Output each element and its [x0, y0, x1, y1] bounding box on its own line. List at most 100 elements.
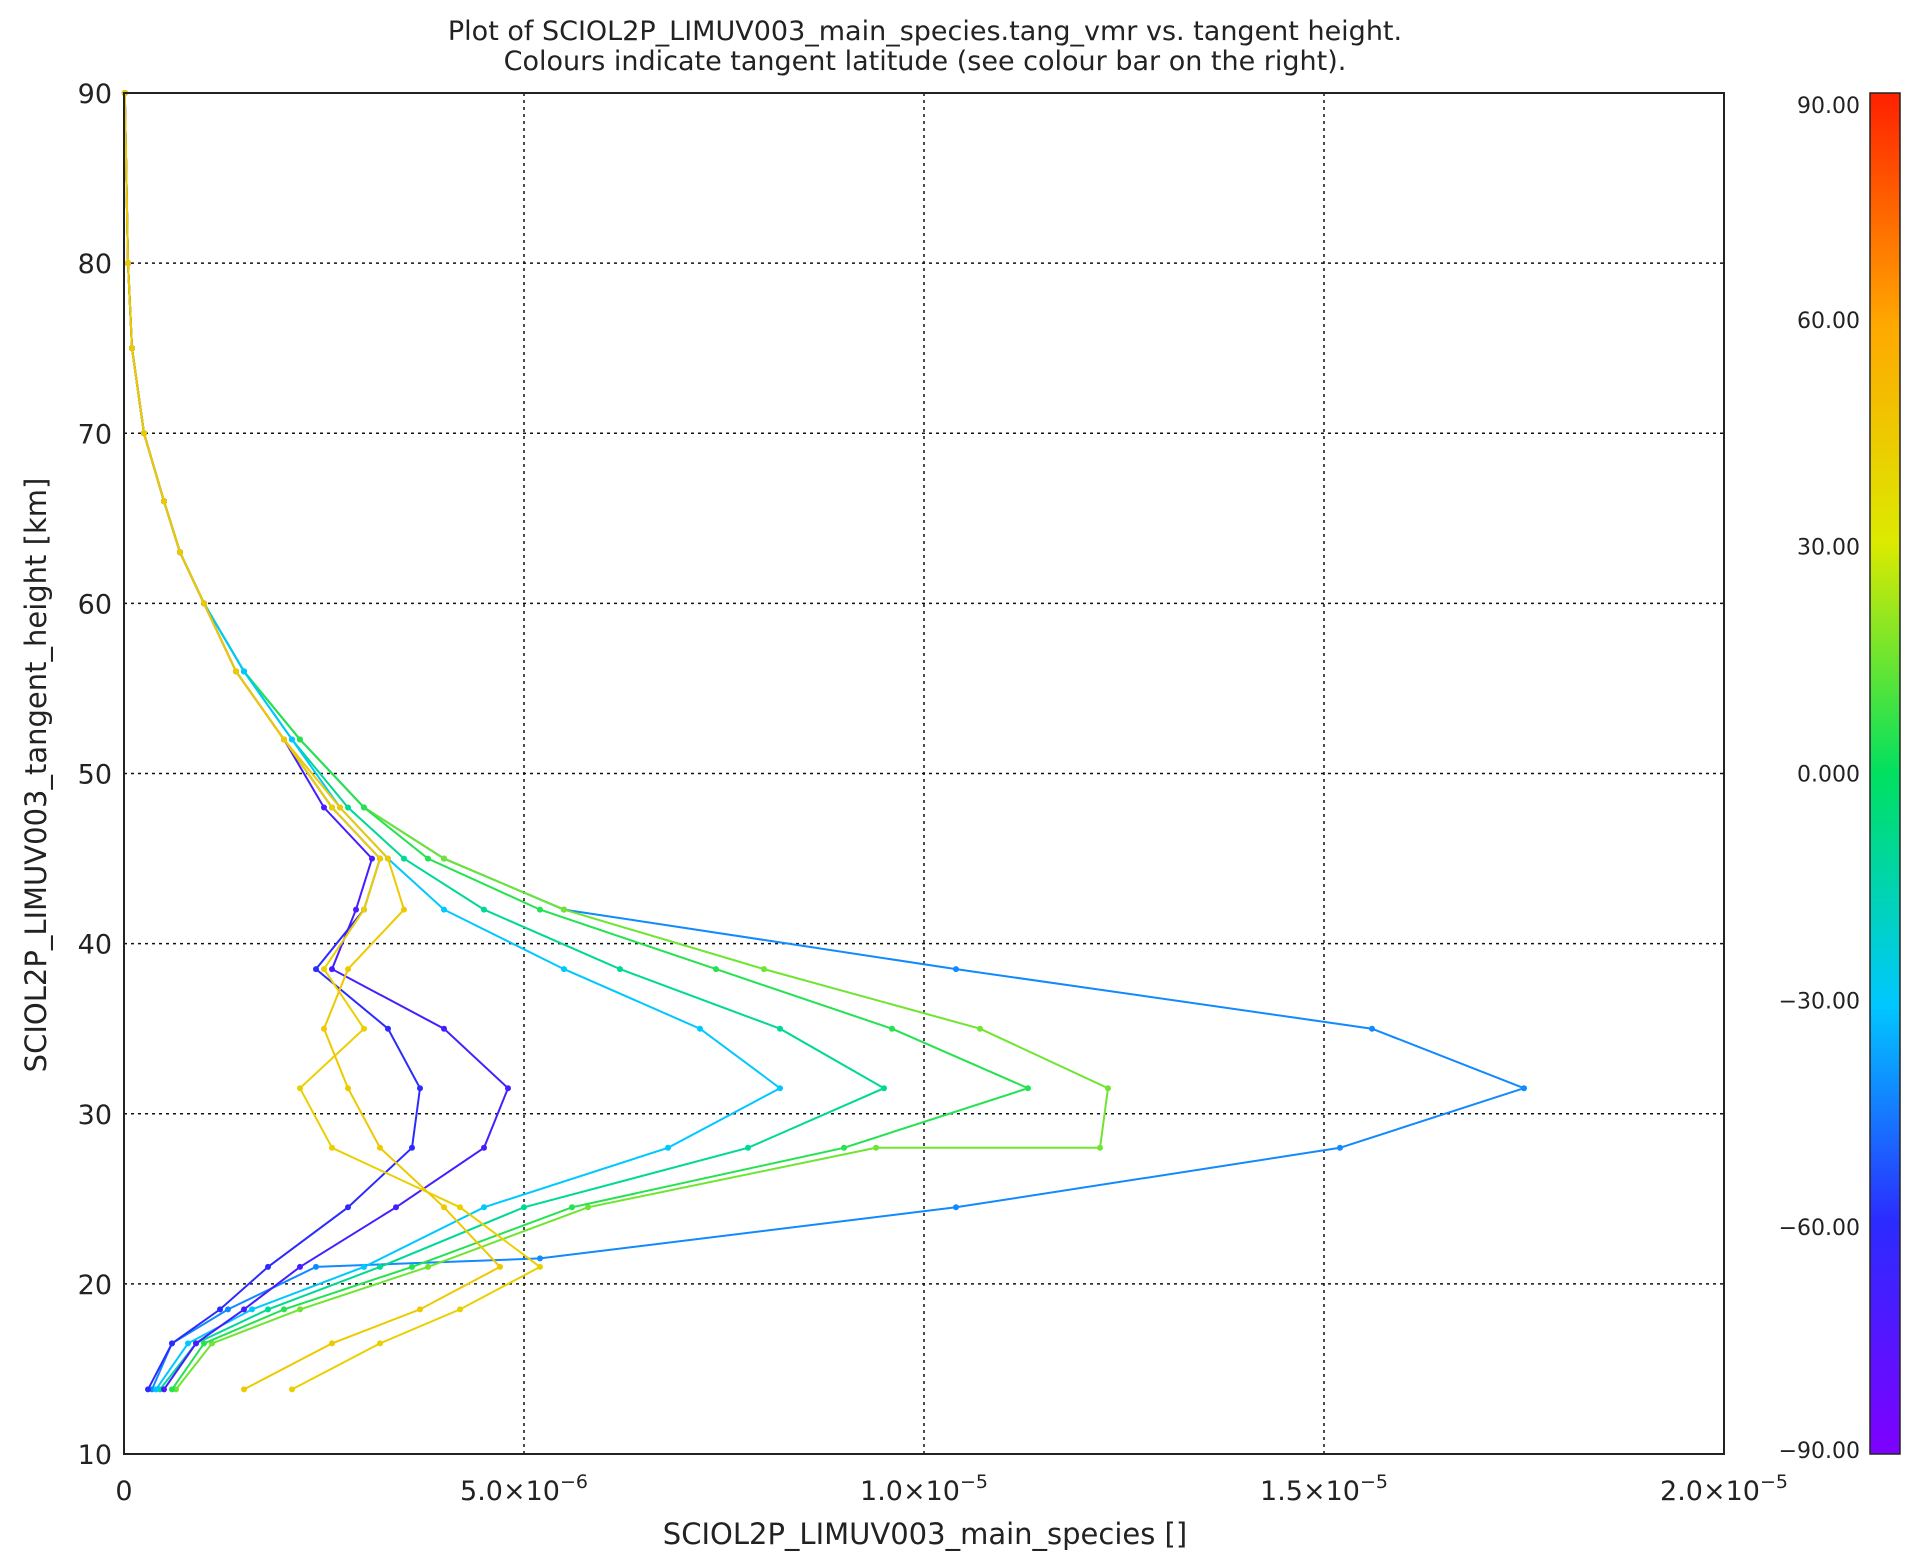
x-tick-label: 1.5×10−5 [1260, 1471, 1388, 1507]
data-point [265, 1263, 271, 1270]
y-tick-label: 20 [78, 1270, 112, 1301]
y-axis-label: SCIOL2P_LIMUV003_tangent_height [km] [19, 478, 53, 1073]
data-point [169, 1386, 175, 1393]
data-point [281, 1306, 287, 1313]
data-point [297, 1263, 303, 1270]
data-point [377, 1263, 383, 1270]
data-point [697, 1025, 703, 1032]
y-tick-label: 90 [78, 79, 112, 110]
colorbar-tick-labels: 90.00 60.00 30.00 0.000 −30.00 −60.00 −90.00 [1779, 94, 1860, 1464]
data-point [361, 906, 367, 913]
series-line [123, 92, 782, 1390]
data-point [481, 1144, 487, 1151]
series-line [123, 92, 422, 1390]
data-point [537, 1255, 543, 1262]
data-point [329, 1144, 335, 1151]
data-point [505, 1085, 511, 1092]
data-point [361, 1263, 367, 1270]
data-point [241, 1386, 247, 1393]
data-point [521, 1204, 527, 1211]
data-point [1337, 1144, 1343, 1151]
data-point [401, 906, 407, 913]
series-line [123, 92, 887, 1391]
data-point [953, 966, 959, 973]
data-point [217, 1306, 223, 1313]
data-point [569, 1204, 575, 1211]
data-point [297, 1085, 303, 1092]
data-point [329, 804, 335, 811]
data-point [337, 804, 343, 811]
data-point [297, 1306, 303, 1313]
data-point [1105, 1085, 1111, 1092]
data-point [345, 804, 351, 811]
y-tick-label: 70 [78, 419, 112, 450]
data-point [249, 1306, 255, 1313]
data-point [201, 600, 207, 607]
data-point [225, 1306, 231, 1313]
data-point [441, 855, 447, 862]
data-point [125, 260, 131, 267]
data-point [393, 1204, 399, 1211]
data-point [425, 1263, 431, 1270]
data-point [385, 1025, 391, 1032]
data-point [425, 855, 431, 862]
data-point [377, 1340, 383, 1347]
data-point [873, 1144, 879, 1151]
data-point [1097, 1144, 1103, 1151]
y-tick-label: 80 [78, 249, 112, 280]
colorbar-tick-label: 30.00 [1797, 536, 1860, 561]
data-point [353, 906, 359, 913]
grid-lines [124, 93, 1724, 1454]
data-point [585, 1204, 591, 1211]
series-line [123, 92, 502, 1391]
data-point [881, 1085, 887, 1092]
data-point [417, 1085, 423, 1092]
data-point [321, 804, 327, 811]
data-point [289, 1386, 295, 1393]
data-point [297, 736, 303, 743]
data-point [417, 1306, 423, 1313]
data-point [161, 498, 167, 505]
data-point [329, 966, 335, 973]
colorbar-tick-label: 60.00 [1797, 309, 1860, 334]
data-point [265, 1306, 271, 1313]
data-point [561, 966, 567, 973]
data-point [1025, 1085, 1031, 1092]
colorbar-tick-label: 0.000 [1797, 763, 1860, 788]
x-tick-label: 0 [115, 1476, 132, 1507]
y-tick-labels: 10 20 30 40 50 60 70 80 90 [78, 79, 112, 1471]
data-point [169, 1340, 175, 1347]
data-point [161, 1386, 167, 1393]
y-tick-label: 30 [78, 1100, 112, 1131]
data-point [241, 668, 247, 675]
x-axis-label: SCIOL2P_LIMUV003_main_species [] [663, 1517, 1187, 1551]
data-point [129, 345, 135, 352]
x-tick-label: 1.0×10−5 [860, 1471, 988, 1507]
chart-title: Plot of SCIOL2P_LIMUV003_main_species.ta… [448, 16, 1402, 47]
data-point [177, 549, 183, 556]
data-point [953, 1204, 959, 1211]
data-point [441, 1204, 447, 1211]
data-point [313, 966, 319, 973]
data-point [777, 1085, 783, 1092]
data-point [777, 1025, 783, 1032]
data-point [977, 1025, 983, 1032]
data-point [281, 736, 287, 743]
data-point [841, 1144, 847, 1151]
data-point [617, 966, 623, 973]
data-point [497, 1263, 503, 1270]
data-point [537, 906, 543, 913]
plot-frame [123, 92, 1725, 1455]
data-point [201, 1340, 207, 1347]
data-point [441, 1025, 447, 1032]
data-point [313, 1263, 319, 1270]
data-point [441, 906, 447, 913]
y-tick-label: 10 [78, 1440, 112, 1471]
data-point [361, 804, 367, 811]
data-point [153, 1386, 159, 1393]
data-point [289, 736, 295, 743]
data-point [233, 668, 239, 675]
data-point [145, 1386, 151, 1393]
data-point [241, 1306, 247, 1313]
y-tick-label: 40 [78, 930, 112, 961]
